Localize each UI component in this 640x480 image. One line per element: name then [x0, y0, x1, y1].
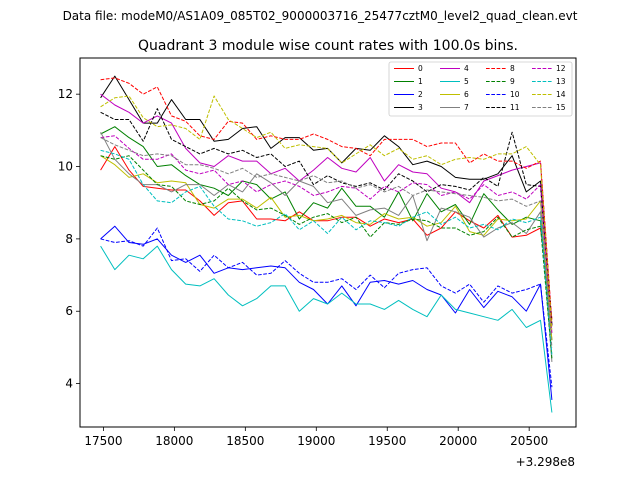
y-tick-label: 4: [65, 377, 73, 391]
series-line-8: [100, 77, 553, 323]
x-tick-label: 18500: [226, 434, 264, 448]
x-tick-label: 20500: [510, 434, 548, 448]
series-line-7: [100, 131, 553, 362]
legend-label-15: 15: [556, 103, 566, 112]
series-line-15: [100, 137, 553, 348]
y-tick-label: 6: [65, 304, 73, 318]
x-tick-label: 18000: [155, 434, 193, 448]
x-tick-label: 19500: [368, 434, 406, 448]
series-line-14: [100, 95, 553, 330]
legend-label-6: 6: [464, 90, 469, 99]
x-tick-label: 20000: [439, 434, 477, 448]
y-tick-label: 8: [65, 232, 73, 246]
series-line-13: [100, 149, 553, 355]
series-line-9: [100, 155, 553, 359]
series-line-3: [100, 75, 553, 326]
series-line-5: [100, 245, 553, 413]
figure-suptitle: Data file: modeM0/AS1A09_085T02_90000037…: [63, 9, 578, 23]
legend-label-0: 0: [418, 64, 423, 73]
legend-label-11: 11: [510, 103, 520, 112]
plot-frame: [79, 57, 577, 428]
series-line-12: [100, 135, 553, 333]
legend-label-1: 1: [418, 77, 423, 86]
series-line-11: [100, 108, 553, 326]
series-line-10: [100, 227, 553, 388]
ticks-layer: 17500 18000 18500 19000 19500 20000 20500 4 6 8 10…: [58, 87, 549, 448]
legend-frame: [388, 61, 573, 117]
legend-label-10: 10: [510, 90, 520, 99]
series-line-1: [100, 126, 553, 341]
legend-label-12: 12: [556, 64, 566, 73]
legend-label-14: 14: [556, 90, 566, 99]
x-tick-label: 19000: [297, 434, 335, 448]
y-tick-label: 12: [58, 87, 73, 101]
y-tick-label: 10: [58, 160, 73, 174]
legend-label-3: 3: [418, 103, 423, 112]
chart-title: Quadrant 3 module wise count rates with …: [138, 38, 518, 54]
legend-label-7: 7: [464, 103, 469, 112]
x-tick-label: 17500: [84, 434, 122, 448]
legend-label-5: 5: [464, 77, 469, 86]
legend-label-4: 4: [464, 64, 469, 73]
legend-label-2: 2: [418, 90, 423, 99]
legend-label-9: 9: [510, 77, 515, 86]
series-line-6: [100, 155, 553, 341]
x-offset-label: +3.298e8: [516, 455, 575, 469]
legend-label-13: 13: [556, 77, 566, 86]
legend-label-8: 8: [510, 64, 515, 73]
series-layer: [100, 75, 553, 413]
series-line-4: [100, 93, 553, 326]
